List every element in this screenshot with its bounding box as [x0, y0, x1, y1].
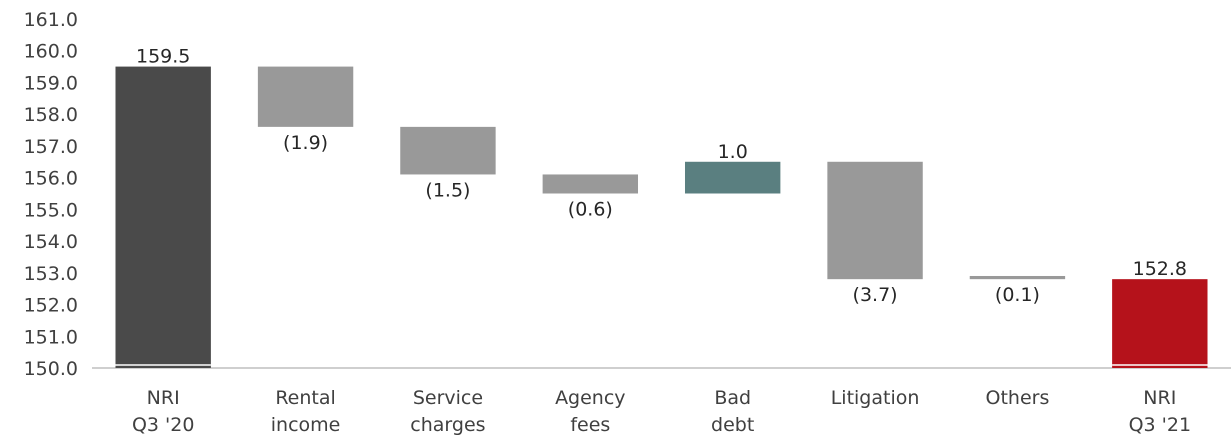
bar-total — [115, 66, 211, 368]
category-label: Q3 '21 — [1129, 414, 1191, 435]
y-tick-label: 153.0 — [24, 263, 78, 285]
category-label: Q3 '20 — [132, 414, 194, 435]
y-tick-label: 159.0 — [24, 72, 78, 94]
category-label: fees — [570, 414, 610, 435]
data-label: (1.5) — [425, 179, 470, 201]
category-label: Litigation — [831, 387, 920, 409]
data-label: 152.8 — [1133, 258, 1187, 280]
category-label: debt — [711, 414, 754, 435]
bar-decrease — [827, 161, 923, 280]
category-label: Service — [413, 387, 483, 409]
bar-total — [1112, 279, 1208, 368]
data-label: 159.5 — [136, 46, 190, 68]
y-tick-label: 160.0 — [24, 41, 78, 63]
y-tick-label: 151.0 — [24, 326, 78, 348]
category-label: NRI — [147, 387, 180, 409]
category-label: Rental — [275, 387, 335, 409]
category-label: NRI — [1143, 387, 1176, 409]
bar-increase — [684, 161, 781, 194]
y-tick-label: 156.0 — [24, 168, 78, 190]
y-tick-label: 154.0 — [24, 231, 78, 253]
y-tick-label: 150.0 — [24, 358, 78, 380]
y-axis: 150.0 151.0 152.0 153.0 154.0 155.0 156.0 157.0… — [24, 9, 1231, 380]
category-label: Agency — [555, 387, 625, 409]
y-tick-label: 157.0 — [24, 136, 78, 158]
bar-decrease — [542, 174, 639, 194]
bar-decrease — [257, 66, 354, 127]
category-label: income — [271, 414, 341, 435]
data-labels: 159.5 (1.9) (1.5) (0.6) 1.0 (3.7) (0.1) 152.8 — [136, 46, 1187, 307]
y-tick-label: 155.0 — [24, 199, 78, 221]
bar-decrease — [969, 275, 1066, 280]
data-label: (3.7) — [853, 284, 898, 306]
data-label: (1.9) — [283, 132, 328, 154]
data-label: (0.1) — [995, 284, 1040, 306]
data-label: (0.6) — [568, 199, 613, 221]
bars — [115, 66, 1208, 368]
category-label: Bad — [714, 387, 751, 409]
category-label: Others — [986, 387, 1050, 409]
data-label: 1.0 — [718, 141, 748, 163]
bar-decrease — [400, 126, 496, 175]
category-labels: NRI Q3 '20 Rental income Service charges Agenc… — [132, 387, 1191, 435]
y-tick-label: 161.0 — [24, 9, 78, 31]
category-label: charges — [410, 414, 485, 435]
y-tick-label: 158.0 — [24, 104, 78, 126]
y-tick-label: 152.0 — [24, 295, 78, 317]
